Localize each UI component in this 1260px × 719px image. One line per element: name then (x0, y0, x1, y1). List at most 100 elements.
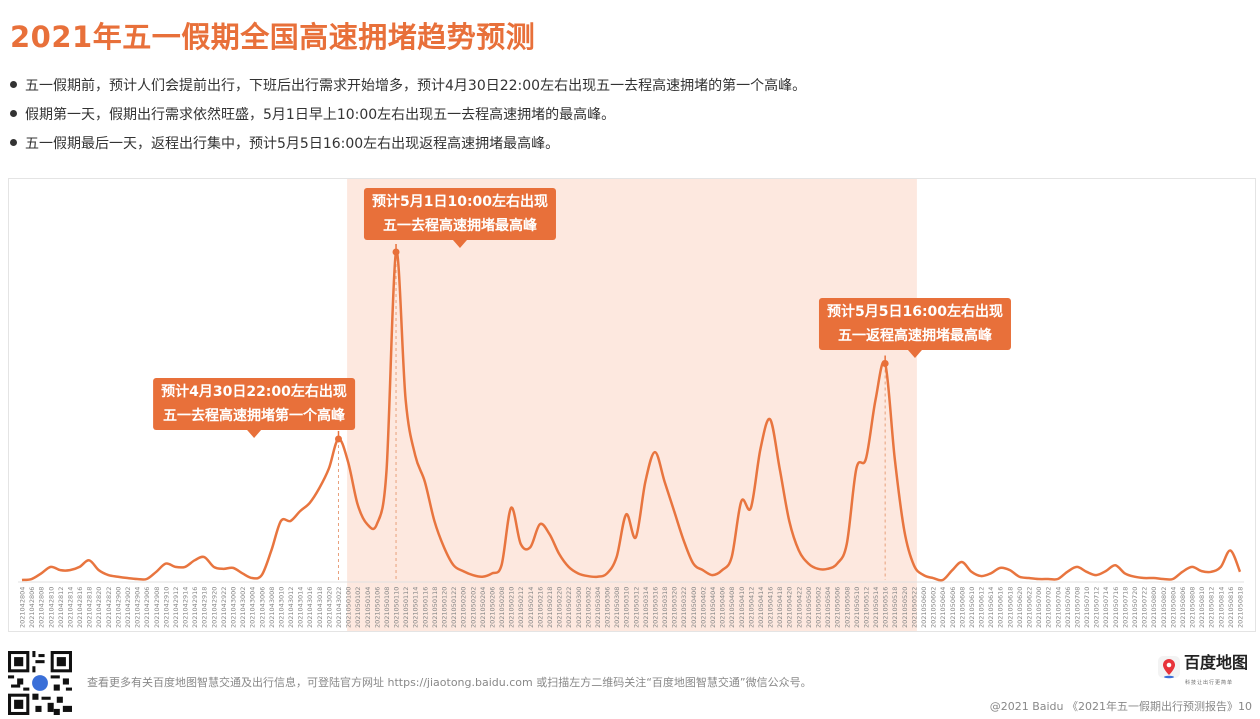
x-tick-label: 2021043022 (335, 587, 343, 628)
x-tick-label: 2021042820 (95, 587, 103, 628)
x-tick-label: 2021042908 (153, 587, 161, 628)
x-tick-label: 2021050202 (469, 587, 477, 628)
x-tick-label: 2021050206 (488, 587, 496, 628)
x-tick-label: 2021050606 (949, 587, 957, 628)
x-tick-label: 2021050718 (1121, 587, 1129, 628)
annotation-first-peak: 预计4月30日22:00左右出现 五一去程高速拥堵第一个高峰 (153, 378, 355, 438)
x-tick-label: 2021050120 (440, 587, 448, 628)
x-tick-label: 2021050722 (1141, 587, 1149, 628)
x-tick-label: 2021043004 (249, 587, 257, 628)
x-tick-label: 2021042900 (114, 587, 122, 628)
x-tick-label: 2021050116 (421, 587, 429, 628)
x-tick-label: 2021050512 (862, 587, 870, 628)
x-tick-label: 2021050816 (1227, 587, 1235, 628)
baidu-maps-logo: 百度地图 科技让出行更简单 (1158, 654, 1258, 694)
x-tick-label: 2021050618 (1006, 587, 1014, 628)
x-tick-label: 2021042902 (124, 587, 132, 628)
x-tick-label: 2021050702 (1045, 587, 1053, 628)
x-tick-label: 2021050210 (508, 587, 516, 628)
annotation-max-peak: 预计5月1日10:00左右出现 五一去程高速拥堵最高峰 (363, 188, 557, 248)
x-tick-label: 2021050814 (1217, 587, 1225, 628)
footer-info-text: 查看更多有关百度地图智慧交通及出行信息，可登陆官方网址 https://jiao… (87, 676, 812, 689)
x-tick-label: 2021050408 (728, 587, 736, 628)
x-tick-label: 2021042806 (28, 587, 36, 628)
x-tick-label: 2021050308 (613, 587, 621, 628)
x-tick-label: 2021042808 (38, 587, 46, 628)
x-tick-label: 2021042918 (201, 587, 209, 628)
x-tick-label: 2021050602 (930, 587, 938, 628)
x-tick-label: 2021050320 (671, 587, 679, 628)
x-tick-label: 2021050218 (546, 587, 554, 628)
x-tick-label: 2021050118 (431, 587, 439, 628)
x-tick-label: 2021050318 (661, 587, 669, 628)
x-tick-label: 2021050522 (910, 587, 918, 628)
x-tick-label: 2021050518 (891, 587, 899, 628)
x-tick-label: 2021050400 (690, 587, 698, 628)
x-tick-label: 2021042822 (105, 587, 113, 628)
x-tick-label: 2021050610 (968, 587, 976, 628)
x-tick-label: 2021050410 (738, 587, 746, 628)
x-tick-label: 2021050114 (412, 587, 420, 628)
summary-bullets: 五一假期前，预计人们会提前出行，下班后出行需求开始增多，预计4月30日22:00… (10, 74, 806, 161)
x-tick-label: 2021050800 (1150, 587, 1158, 628)
x-tick-label: 2021050706 (1064, 587, 1072, 628)
x-tick-label: 2021050306 (604, 587, 612, 628)
x-tick-label: 2021043008 (268, 587, 276, 628)
x-tick-label: 2021050812 (1208, 587, 1216, 628)
x-tick-label: 2021050216 (536, 587, 544, 628)
x-tick-label: 2021050316 (651, 587, 659, 628)
x-tick-label: 2021043016 (306, 587, 314, 628)
x-tick-label: 2021043006 (258, 587, 266, 628)
x-tick-label: 2021050806 (1179, 587, 1187, 628)
x-tick-label: 2021050112 (402, 587, 410, 628)
x-tick-label: 2021050714 (1102, 587, 1110, 628)
x-tick-label: 2021050310 (623, 587, 631, 628)
x-tick-label: 2021050102 (354, 587, 362, 628)
x-tick-label: 2021042818 (86, 587, 94, 628)
x-tick-label: 2021050204 (479, 587, 487, 628)
x-tick-label: 2021050122 (450, 587, 458, 628)
x-tick-label: 2021050404 (709, 587, 717, 628)
x-tick-label: 2021050220 (556, 587, 564, 628)
x-tick-label: 2021050402 (699, 587, 707, 628)
x-tick-label: 2021050818 (1237, 587, 1245, 628)
x-tick-label: 2021050708 (1073, 587, 1081, 628)
x-tick-label: 2021050406 (719, 587, 727, 628)
x-tick-label: 2021043010 (277, 587, 285, 628)
x-tick-label: 2021050704 (1054, 587, 1062, 628)
annotation-line: 五一去程高速拥堵最高峰 (382, 218, 537, 234)
holiday-shaded-region (347, 179, 917, 631)
x-tick-label: 2021050314 (642, 587, 650, 628)
x-tick-label: 2021050808 (1189, 587, 1197, 628)
annotation-line: 五一去程高速拥堵第一个高峰 (162, 408, 345, 424)
x-tick-label: 2021042804 (19, 587, 27, 628)
bullet-item: 五一假期前，预计人们会提前出行，下班后出行需求开始增多，预计4月30日22:00… (10, 74, 806, 103)
x-tick-label: 2021050300 (575, 587, 583, 628)
x-tick-label: 2021042816 (76, 587, 84, 628)
x-tick-label: 2021050616 (997, 587, 1005, 628)
x-tick-label: 2021050212 (517, 587, 525, 628)
x-tick-label: 2021050514 (872, 587, 880, 628)
peak-marker (392, 248, 400, 256)
x-tick-label: 2021043020 (325, 587, 333, 628)
x-tick-label: 2021050110 (393, 587, 401, 628)
x-tick-label: 2021050322 (680, 587, 688, 628)
annotation-line: 预计5月1日10:00左右出现 (371, 194, 549, 210)
x-tick-label: 2021043002 (239, 587, 247, 628)
x-tick-label: 2021050416 (767, 587, 775, 628)
annotation-line: 预计5月5日16:00左右出现 (826, 304, 1004, 320)
x-tick-label: 2021050510 (853, 587, 861, 628)
qr-code-icon (8, 651, 72, 715)
x-tick-label: 2021050604 (939, 587, 947, 628)
x-tick-label: 2021042812 (57, 587, 65, 628)
x-tick-label: 2021050412 (747, 587, 755, 628)
x-tick-label: 2021042920 (210, 587, 218, 628)
x-tick-label: 2021042814 (66, 587, 74, 628)
x-tick-label: 2021050712 (1093, 587, 1101, 628)
x-tick-label: 2021050716 (1112, 587, 1120, 628)
x-tick-label: 2021050608 (958, 587, 966, 628)
x-tick-label: 2021050502 (815, 587, 823, 628)
x-tick-label: 2021042910 (162, 587, 170, 628)
bullet-item: 假期第一天，假期出行需求依然旺盛，5月1日早上10:00左右出现五一去程高速拥堵… (10, 103, 806, 132)
